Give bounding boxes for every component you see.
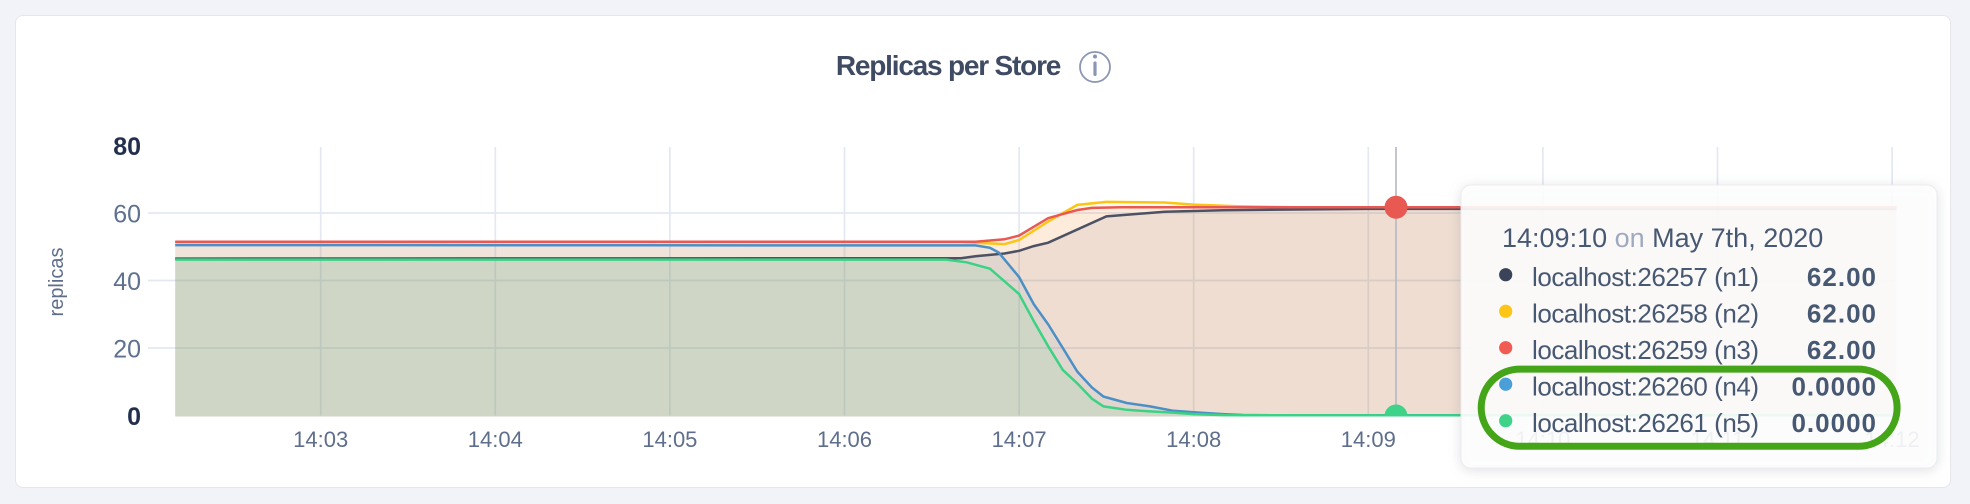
svg-text:62.00: 62.00 <box>1807 262 1877 292</box>
svg-text:62.00: 62.00 <box>1807 335 1877 365</box>
svg-text:14:08: 14:08 <box>1166 427 1221 452</box>
svg-text:14:07: 14:07 <box>992 427 1047 452</box>
svg-text:localhost:26261 (n5): localhost:26261 (n5) <box>1532 408 1759 438</box>
svg-text:62.00: 62.00 <box>1807 299 1877 329</box>
svg-text:0.0000: 0.0000 <box>1791 372 1877 402</box>
svg-text:localhost:26260 (n4): localhost:26260 (n4) <box>1532 372 1759 402</box>
svg-text:localhost:26257 (n1): localhost:26257 (n1) <box>1532 262 1759 292</box>
svg-text:localhost:26259 (n3): localhost:26259 (n3) <box>1532 335 1759 365</box>
svg-text:0.0000: 0.0000 <box>1791 408 1877 438</box>
svg-text:14:03: 14:03 <box>293 427 348 452</box>
svg-text:14:06: 14:06 <box>817 427 872 452</box>
svg-text:14:04: 14:04 <box>468 427 523 452</box>
svg-text:14:05: 14:05 <box>642 427 697 452</box>
svg-text:60: 60 <box>113 201 141 229</box>
svg-text:0: 0 <box>127 403 141 431</box>
svg-text:40: 40 <box>113 268 141 296</box>
svg-text:replicas: replicas <box>46 248 68 317</box>
svg-text:20: 20 <box>113 336 141 364</box>
svg-text:Replicas per Store: Replicas per Store <box>836 50 1061 81</box>
svg-text:14:09:10 on May 7th, 2020: 14:09:10 on May 7th, 2020 <box>1502 223 1823 253</box>
svg-text:localhost:26258 (n2): localhost:26258 (n2) <box>1532 299 1759 329</box>
svg-text:80: 80 <box>113 133 141 161</box>
svg-text:14:09: 14:09 <box>1341 427 1396 452</box>
